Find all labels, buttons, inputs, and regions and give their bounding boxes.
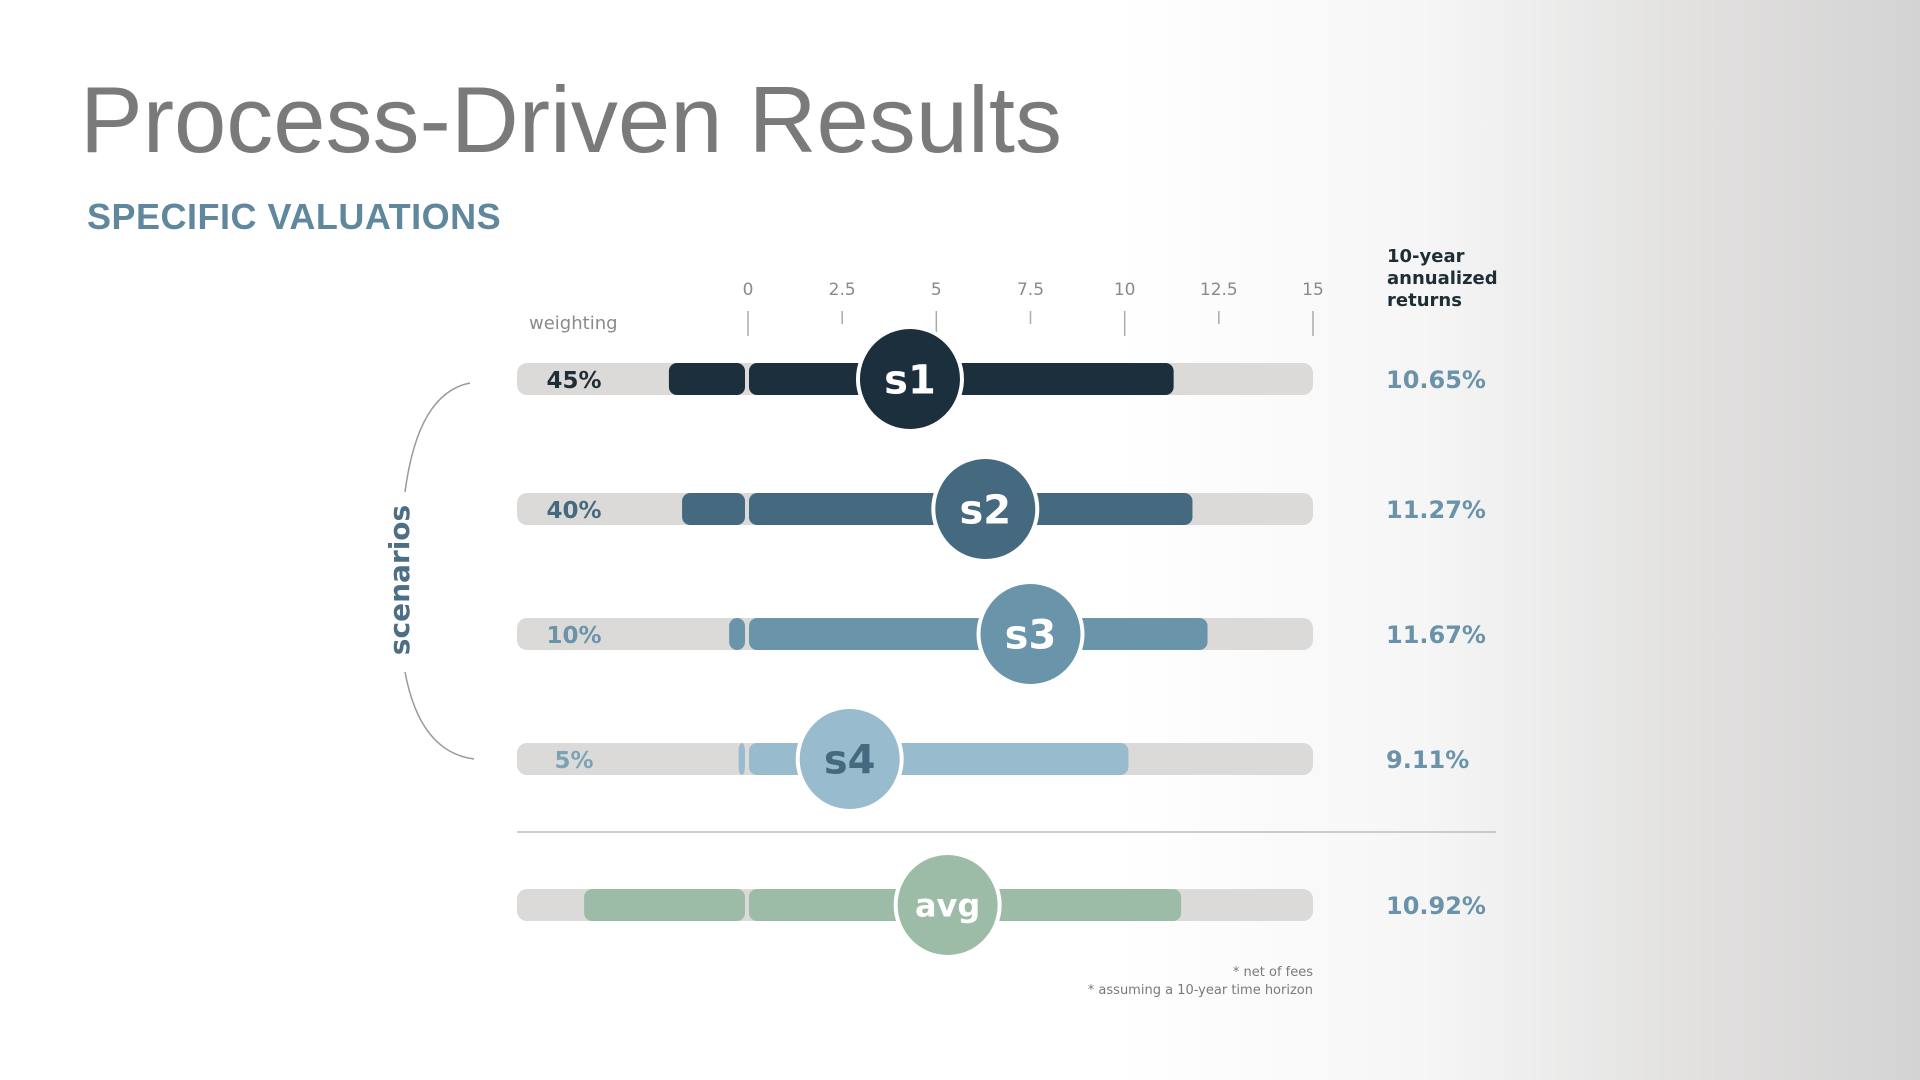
x-tick-label: 5 bbox=[931, 280, 942, 300]
bar-negative-segment bbox=[584, 889, 745, 921]
return-value: 11.27% bbox=[1386, 496, 1486, 524]
bar-negative-segment bbox=[738, 743, 745, 775]
scenario-marker bbox=[980, 584, 1081, 684]
weighting-value: 10% bbox=[546, 623, 601, 649]
weighting-value: 45% bbox=[546, 368, 601, 394]
scenarios-label: scenarios bbox=[383, 505, 416, 655]
scenario-marker bbox=[859, 329, 960, 429]
footnote: * net of fees bbox=[1233, 965, 1313, 980]
weighting-value: 40% bbox=[546, 498, 601, 524]
scenario-name: s3 bbox=[1005, 612, 1057, 658]
weighting-value: 5% bbox=[554, 748, 593, 774]
scenario-name: s2 bbox=[959, 487, 1011, 533]
x-tick-label: 10 bbox=[1114, 280, 1136, 300]
return-value: 10.92% bbox=[1386, 892, 1486, 920]
scenario-marker bbox=[935, 459, 1036, 559]
scenario-name: avg bbox=[915, 887, 980, 925]
x-tick-label: 12.5 bbox=[1200, 280, 1238, 300]
x-tick-label: 2.5 bbox=[829, 280, 856, 300]
footnote: * assuming a 10-year time horizon bbox=[1088, 983, 1313, 998]
scenarios-bracket-top bbox=[404, 382, 471, 493]
bar-negative-segment bbox=[668, 363, 745, 395]
scenarios-bracket-bottom bbox=[404, 671, 475, 760]
scenario-marker bbox=[897, 855, 998, 955]
weighting-header: weighting bbox=[529, 313, 618, 334]
bar-negative-segment bbox=[729, 618, 745, 650]
scenario-name: s4 bbox=[824, 737, 876, 783]
scenario-marker bbox=[799, 709, 900, 809]
bar-negative-segment bbox=[682, 493, 745, 525]
scenario-name: s1 bbox=[884, 357, 936, 403]
returns-header-line: 10-year bbox=[1387, 246, 1465, 267]
return-value: 9.11% bbox=[1386, 746, 1469, 774]
return-value: 11.67% bbox=[1386, 621, 1486, 649]
x-tick-label: 7.5 bbox=[1017, 280, 1044, 300]
page-title: Process-Driven Results bbox=[80, 67, 1063, 172]
page-subtitle: SPECIFIC VALUATIONS bbox=[87, 196, 502, 237]
returns-header-line: annualized bbox=[1387, 268, 1498, 289]
x-tick-label: 15 bbox=[1302, 280, 1324, 300]
returns-header-line: returns bbox=[1387, 290, 1462, 311]
x-tick-label: 0 bbox=[743, 280, 754, 300]
return-value: 10.65% bbox=[1386, 366, 1486, 394]
